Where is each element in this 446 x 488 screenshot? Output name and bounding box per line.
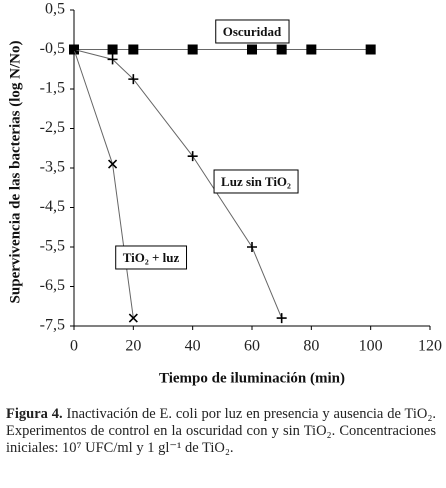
marker	[128, 74, 139, 85]
marker	[306, 44, 317, 55]
marker	[107, 54, 118, 65]
caption-label: Figura 4.	[6, 406, 63, 422]
series-label: Luz sin TiO₂	[221, 174, 291, 189]
series-label-box: Luz sin TiO₂	[213, 169, 299, 194]
y-tick-label: -4,5	[40, 198, 65, 215]
series-label: Oscuridad	[223, 24, 282, 39]
marker	[247, 242, 257, 252]
y-tick-label: -2,5	[40, 119, 65, 136]
marker	[107, 44, 118, 55]
marker	[108, 159, 118, 169]
y-tick-label: 0,5	[45, 1, 65, 18]
series-label-box: Oscuridad	[215, 19, 290, 44]
marker	[365, 44, 376, 55]
marker	[247, 44, 257, 55]
y-tick-label: -5,5	[40, 238, 65, 255]
y-tick-label: -7,5	[40, 317, 65, 334]
marker	[187, 151, 198, 162]
marker	[69, 44, 79, 55]
x-tick-label: 0	[70, 338, 78, 355]
x-tick-label: 100	[359, 338, 383, 355]
series-line	[73, 49, 134, 319]
y-tick-label: -1,5	[40, 80, 65, 97]
x-tick-label: 20	[125, 338, 141, 355]
marker	[276, 44, 287, 55]
y-tick-label: -3,5	[40, 159, 65, 176]
marker	[187, 44, 198, 55]
x-tick-label: 120	[418, 338, 442, 355]
caption: Figura 4. Inactivación de E. coli por lu…	[6, 406, 436, 457]
y-tick-label: -6,5	[40, 277, 65, 294]
marker	[276, 313, 287, 324]
x-tick-label: 40	[185, 338, 201, 355]
label-box	[115, 245, 188, 270]
marker	[128, 313, 138, 323]
series-label: TiO₂ + luz	[123, 250, 180, 265]
series-line	[73, 49, 283, 319]
y-tick-label: -0,5	[40, 40, 65, 57]
label-box	[215, 19, 290, 44]
x-tick-label: 80	[303, 338, 319, 355]
label-box	[213, 169, 299, 194]
x-tick-label: 60	[244, 338, 260, 355]
x-axis-title: Tiempo de iluminación (min)	[159, 370, 345, 386]
chart: Tiempo de iluminación (min) Supervivenci…	[7, 1, 442, 387]
marker	[128, 44, 139, 55]
y-axis-title: Supervivencia de las bacterias (log N/No…	[7, 41, 23, 304]
series-label-box: TiO₂ + luz	[115, 245, 188, 270]
caption-text: Inactivación de E. coli por luz en prese…	[6, 406, 437, 456]
